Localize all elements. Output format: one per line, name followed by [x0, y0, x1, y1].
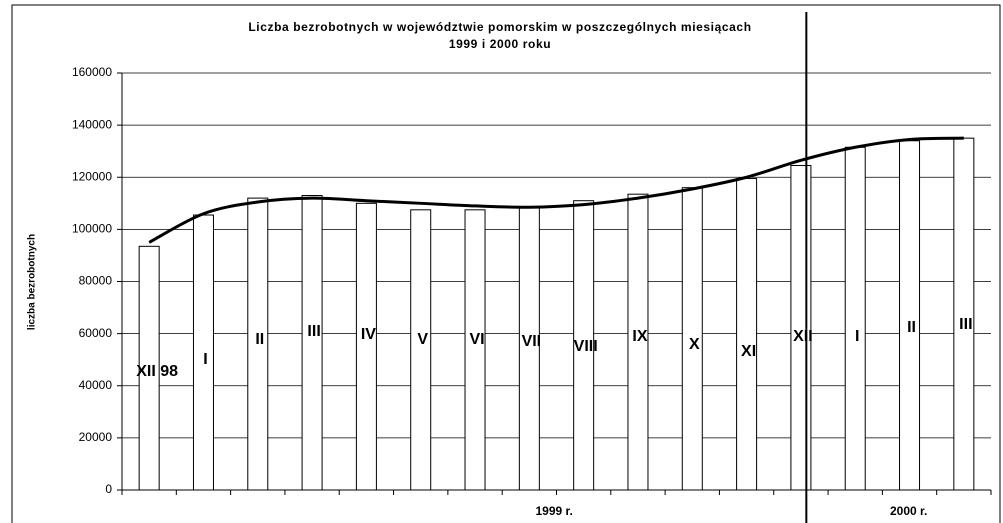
y-axis-label: liczba bezrobotnych [27, 234, 38, 330]
category-label: VII [522, 333, 542, 350]
chart-frame [11, 4, 1001, 523]
y-tick-label: 0 [105, 482, 112, 496]
bar [844, 146, 866, 491]
category-label: II [907, 319, 916, 336]
category-label: I [855, 328, 859, 345]
category-label: V [417, 331, 428, 348]
bar [953, 137, 975, 491]
y-tick-label: 80000 [79, 274, 113, 288]
y-tick-label: 40000 [79, 378, 113, 392]
category-label: X [689, 336, 700, 353]
category-label: XII 98 [136, 363, 178, 380]
category-label: XII [793, 328, 813, 345]
bar [464, 209, 486, 491]
bar [301, 194, 323, 491]
bar [138, 245, 160, 491]
y-tick-label: 60000 [79, 326, 113, 340]
category-label: VIII [574, 338, 598, 355]
category-label: VI [469, 331, 484, 348]
y-tick-label: 120000 [72, 169, 112, 183]
bar [355, 202, 377, 491]
category-label: III [307, 323, 320, 340]
bar [410, 209, 432, 491]
bar [899, 140, 921, 491]
bar [627, 193, 649, 491]
y-tick-label: 160000 [72, 65, 112, 79]
category-label: II [255, 331, 264, 348]
x-group-label: 2000 r. [890, 504, 927, 518]
category-label: I [203, 351, 207, 368]
trend-line [148, 136, 964, 244]
bar [247, 197, 269, 491]
y-tick-label: 100000 [72, 222, 112, 236]
category-label: XI [741, 343, 756, 360]
bar [573, 200, 595, 491]
chart-title: Liczba bezrobotnych w województwie pomor… [248, 20, 751, 34]
chart-subtitle: 1999 i 2000 roku [449, 37, 551, 51]
category-label: IV [361, 326, 376, 343]
y-tick-label: 20000 [79, 430, 113, 444]
category-label: IX [632, 328, 647, 345]
y-tick-label: 140000 [72, 117, 112, 131]
category-label: III [959, 316, 972, 333]
bar [736, 178, 758, 491]
x-group-label: 1999 r. [535, 504, 572, 518]
